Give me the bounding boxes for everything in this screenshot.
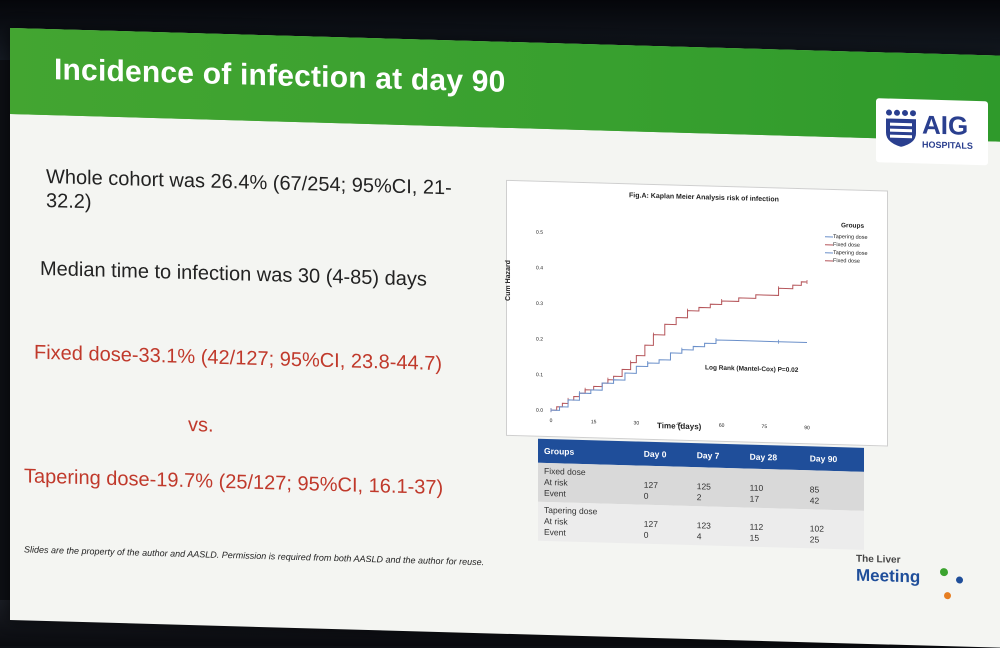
liver-dot-green-icon	[940, 568, 948, 576]
event-value: 42	[810, 495, 858, 507]
series-line	[551, 335, 807, 417]
legend-item-tapering-censored: Tapering dose	[833, 250, 868, 257]
header-day90: Day 90	[804, 446, 864, 472]
x-tick-label: 15	[591, 419, 597, 425]
event-value: 4	[697, 531, 738, 543]
liver-meeting-logo: The Liver Meeting	[844, 553, 964, 606]
event-value: 17	[750, 494, 798, 506]
bullet-median-time: Median time to infection was 30 (4-85) d…	[40, 257, 490, 294]
event-value: 0	[644, 530, 685, 542]
bullet-fixed-dose: Fixed dose-33.1% (42/127; 95%CI, 23.8-44…	[34, 341, 484, 378]
header-day7: Day 7	[691, 443, 744, 468]
y-tick-label: 0.0	[536, 408, 543, 414]
event-value: 2	[697, 492, 738, 504]
logo-subtitle: HOSPITALS	[922, 139, 973, 150]
y-tick-label: 0.2	[536, 336, 543, 342]
group-cell: Fixed dose At risk Event	[538, 463, 638, 505]
bullet-vs: vs.	[188, 413, 214, 438]
chart-xlabel: Time (days)	[657, 421, 701, 431]
event-label: Event	[544, 527, 632, 540]
x-tick-label: 0	[550, 418, 553, 424]
aig-logo: AIG HOSPITALS	[876, 98, 988, 165]
header-day0: Day 0	[638, 442, 691, 467]
liver-logo-top: The Liver	[856, 554, 900, 566]
at-risk-value: 125	[697, 481, 738, 493]
bullet-whole-cohort: Whole cohort was 26.4% (67/254; 95%CI, 2…	[46, 165, 496, 226]
at-risk-value: 123	[697, 520, 738, 532]
x-tick-label: 30	[634, 420, 640, 426]
x-tick-label: 90	[804, 425, 810, 431]
legend-item-tapering: Tapering dose	[833, 234, 868, 241]
at-risk-value: 127	[644, 480, 685, 492]
y-tick-label: 0.1	[536, 372, 543, 378]
aig-shield-icon	[884, 108, 918, 147]
legend-item-fixed: Fixed dose	[833, 242, 860, 249]
slide: Incidence of infection at day 90 AIG HOS…	[10, 28, 1000, 648]
slide-title: Incidence of infection at day 90	[54, 53, 506, 100]
legend-item-fixed-censored: Fixed dose	[833, 258, 860, 265]
logo-name: AIG	[922, 109, 968, 141]
x-tick-label: 75	[762, 424, 768, 430]
slide-footer: Slides are the property of the author an…	[24, 544, 484, 567]
x-tick-label: 60	[719, 423, 725, 429]
header-groups: Groups	[538, 439, 638, 466]
y-tick-label: 0.3	[536, 301, 543, 307]
group-cell: Tapering dose At risk Event	[538, 502, 638, 544]
liver-dot-orange-icon	[944, 592, 951, 599]
km-chart: Fig.A: Kaplan Meier Analysis risk of inf…	[506, 180, 888, 447]
event-label: Event	[544, 488, 632, 501]
event-value: 25	[810, 534, 858, 546]
y-tick-label: 0.4	[536, 265, 543, 271]
risk-table: Groups Day 0 Day 7 Day 28 Day 90 Fixed d…	[538, 439, 864, 550]
event-value: 15	[750, 533, 798, 545]
liver-logo-main: Meeting	[856, 566, 920, 588]
series-line	[551, 275, 807, 417]
header-day28: Day 28	[744, 444, 804, 470]
liver-dot-blue-icon	[956, 576, 963, 583]
bullet-tapering-dose: Tapering dose-19.7% (25/127; 95%CI, 16.1…	[24, 464, 474, 501]
y-tick-label: 0.5	[536, 230, 543, 236]
at-risk-value: 127	[644, 519, 685, 531]
event-value: 0	[644, 491, 685, 503]
legend-title: Groups	[841, 222, 864, 230]
